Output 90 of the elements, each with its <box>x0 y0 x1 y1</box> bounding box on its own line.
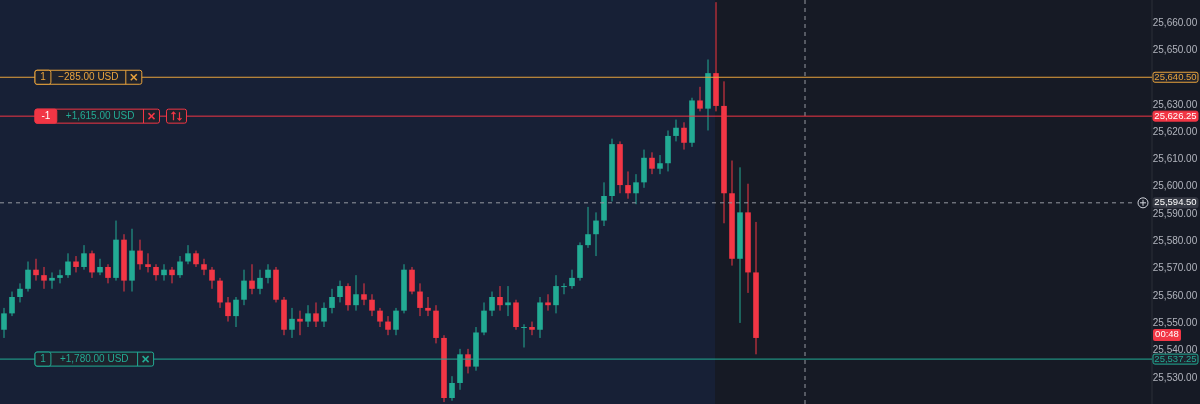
candlestick <box>497 285 503 312</box>
y-tick-label: 25,610.00 <box>1152 153 1198 165</box>
candlestick <box>561 282 567 295</box>
candlestick <box>377 307 383 328</box>
candlestick <box>657 154 663 175</box>
candlestick <box>169 266 175 284</box>
candlestick <box>65 252 71 279</box>
y-tick-label: 25,600.00 <box>1152 180 1198 192</box>
candlestick <box>305 304 311 328</box>
candlestick <box>265 263 271 284</box>
candlestick <box>393 307 399 336</box>
candlestick <box>553 274 559 314</box>
candlestick <box>593 211 599 257</box>
candlestick <box>1 307 7 339</box>
candlestick <box>505 285 511 317</box>
y-tick-label: 25,530.00 <box>1152 371 1198 383</box>
y-tick-label: 25,550.00 <box>1152 316 1198 328</box>
y-tick-label: 25,580.00 <box>1152 235 1198 247</box>
candlestick <box>217 277 223 309</box>
ref-line-label: 25,626.25 <box>1154 109 1197 121</box>
candlestick <box>385 315 391 336</box>
candlestick <box>289 307 295 339</box>
candlestick <box>337 280 343 303</box>
candlestick <box>105 263 111 284</box>
y-tick-label: 25,650.00 <box>1152 43 1198 55</box>
candlestick <box>673 119 679 142</box>
candlestick <box>449 375 455 402</box>
annotation: +1,615.00 USD <box>65 109 135 121</box>
candlestick <box>153 263 159 282</box>
candlestick <box>529 321 535 336</box>
candlestick <box>369 293 375 317</box>
candlestick <box>201 258 207 276</box>
candlestick <box>145 252 151 273</box>
candlestick <box>313 301 319 328</box>
candlestick <box>57 269 63 284</box>
candlestick <box>569 269 575 290</box>
candlestick <box>521 323 527 348</box>
candlestick <box>25 261 31 293</box>
candlestick <box>241 269 247 306</box>
candlestick <box>89 250 95 279</box>
candlestick <box>345 282 351 312</box>
candlestick <box>185 244 191 265</box>
candlestick <box>361 282 367 306</box>
y-tick-label: 25,570.00 <box>1152 262 1198 274</box>
candlestick <box>233 296 239 328</box>
candlestick <box>321 301 327 328</box>
candlestick <box>257 269 263 295</box>
candlestick <box>585 206 591 249</box>
ref-line-label: 25,640.50 <box>1154 70 1197 82</box>
candlestick <box>9 291 15 317</box>
candlestick <box>545 293 551 312</box>
candlestick <box>49 271 55 290</box>
candlestick <box>417 282 423 317</box>
candlestick <box>177 255 183 279</box>
candlestick <box>137 239 143 271</box>
candlestick <box>625 170 631 200</box>
candlestick <box>17 282 23 303</box>
candlestick <box>73 255 79 273</box>
y-tick-label: 25,630.00 <box>1152 98 1198 110</box>
candlestick <box>633 173 639 205</box>
candlestick <box>481 301 487 336</box>
candlestick <box>249 263 255 295</box>
candlestick <box>97 258 103 276</box>
candlestick <box>681 121 687 151</box>
y-tick-label: 25,590.00 <box>1152 207 1198 219</box>
candlestick <box>353 274 359 312</box>
y-tick-label: 25,560.00 <box>1152 289 1198 301</box>
text: 00:48 <box>1155 328 1179 340</box>
candlestick <box>225 296 231 323</box>
y-tick-label: 25,660.00 <box>1152 16 1198 28</box>
candlestick <box>489 291 495 317</box>
annotation: −285.00 USD <box>58 70 119 82</box>
candlestick <box>41 266 47 290</box>
ref-line-label: 25,594.50 <box>1154 196 1197 208</box>
ref-line-label: 25,537.25 <box>1154 352 1197 364</box>
candlestick <box>297 310 303 336</box>
annotation: +1,780.00 USD <box>59 352 129 364</box>
candlestick <box>81 244 87 271</box>
candlestick <box>425 296 431 317</box>
candlestick <box>409 266 415 295</box>
candlestick <box>649 151 655 175</box>
candlestick <box>161 263 167 282</box>
candlestick <box>209 266 215 290</box>
candlestick <box>697 86 703 112</box>
annotation: 1 <box>40 352 47 364</box>
annotation: 1 <box>40 70 47 82</box>
candlestick <box>329 288 335 314</box>
candlestick <box>33 258 39 282</box>
y-tick-label: 25,620.00 <box>1152 125 1198 137</box>
annotation: -1 <box>41 109 51 121</box>
